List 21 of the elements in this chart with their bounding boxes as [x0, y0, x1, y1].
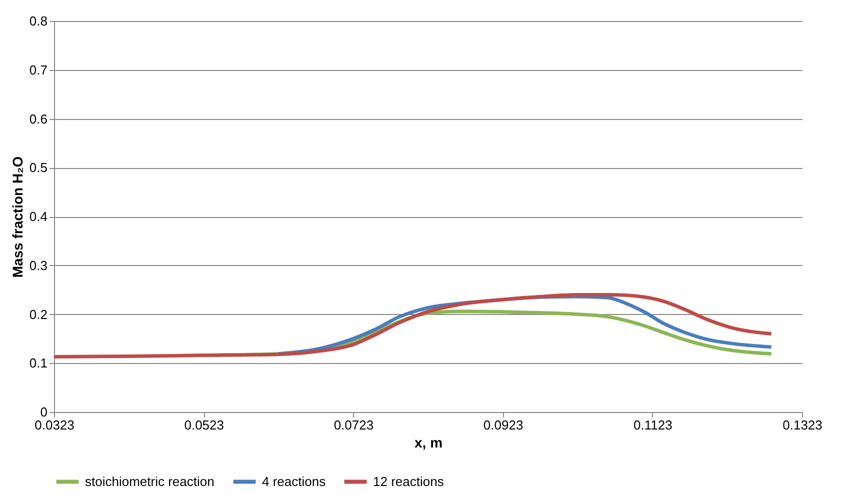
legend-label: stoichiometric reaction: [85, 474, 214, 489]
x-tick-label: 0.1323: [782, 418, 822, 432]
x-tick-label: 0.1123: [634, 418, 672, 432]
y-tick-label: 0.4: [29, 209, 48, 224]
y-tick-label: 0: [40, 404, 48, 420]
y-tick-label: 0.7: [29, 62, 48, 78]
y-tick-label: 0.3: [29, 258, 48, 273]
x-tick-label: 0.0923: [483, 418, 524, 432]
x-tick-label: 0.0323: [34, 418, 74, 432]
y-tick-label: 0.5: [29, 160, 48, 176]
x-axis-title: x, m: [414, 434, 443, 450]
x-tick-label: 0.0523: [184, 418, 224, 432]
y-tick-label: 0.1: [29, 356, 48, 371]
y-tick-label: 0.6: [29, 111, 48, 126]
y-tick-label: 0.2: [29, 306, 48, 322]
legend-label: 12 reactions: [373, 474, 444, 489]
y-axis-title: Mass fraction H₂O: [9, 156, 26, 278]
y-tick-label: 0.8: [29, 14, 48, 28]
legend-label: 4 reactions: [262, 474, 326, 489]
line-series: [52, 292, 774, 359]
x-tick-label: 0.0723: [334, 418, 374, 432]
